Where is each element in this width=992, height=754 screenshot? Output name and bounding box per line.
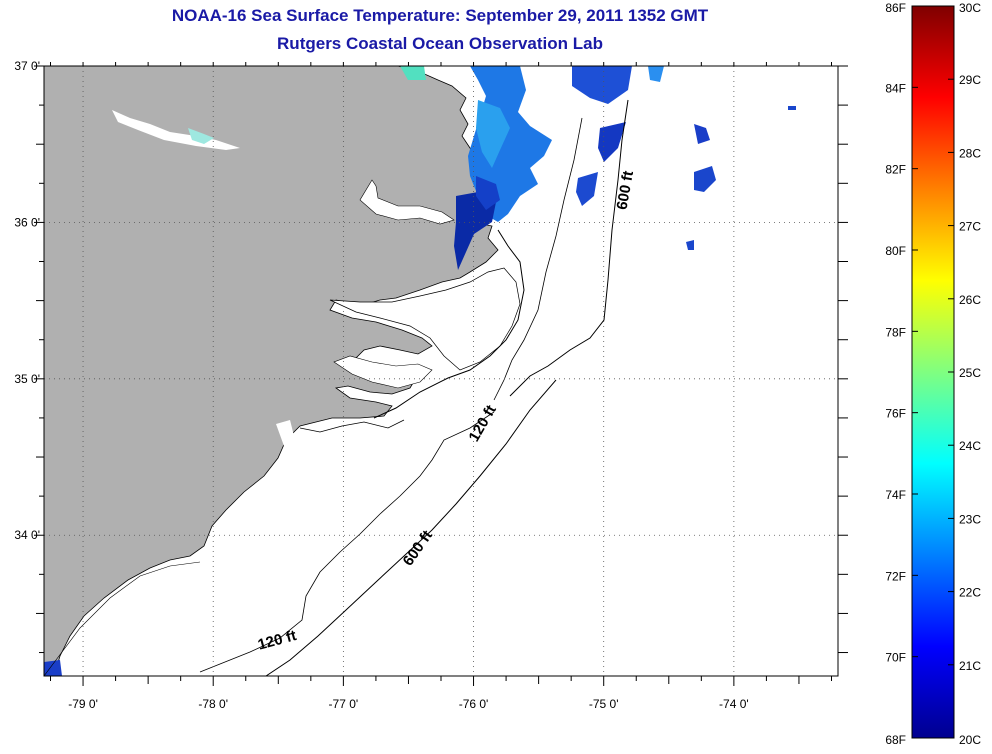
sst-patches [44, 66, 796, 676]
map-axes: -79 0' -78 0' -77 0' -76 0' -75 0' -74 0' 37 0… [14, 59, 848, 711]
colorbar-fahrenheit-label: 70F [885, 651, 906, 665]
lon-tick-label: -74 0' [719, 697, 749, 711]
contour-120ft-south [199, 411, 495, 673]
contour-600ft-north [509, 99, 629, 397]
colorbar-celsius-label: 29C [959, 73, 981, 87]
colorbar-celsius-label: 30C [959, 1, 981, 15]
colorbar-fahrenheit-label: 86F [885, 1, 906, 15]
map-title: NOAA-16 Sea Surface Temperature: Septemb… [171, 6, 709, 25]
colorbar-celsius-label: 21C [959, 659, 981, 673]
colorbar-celsius-label: 20C [959, 733, 981, 747]
contour-600ft-south [265, 379, 557, 676]
colorbar-fahrenheit-label: 84F [885, 81, 906, 95]
colorbar-celsius-label: 25C [959, 366, 981, 380]
colorbar-fahrenheit-label: 72F [885, 569, 906, 583]
lon-tick-label: -79 0' [68, 697, 98, 711]
colorbar-fahrenheit-label: 74F [885, 488, 906, 502]
lon-tick-label: -78 0' [198, 697, 228, 711]
colorbar-celsius-label: 22C [959, 586, 981, 600]
colorbar-celsius-label: 28C [959, 146, 981, 160]
contour-south-shelf [44, 561, 201, 676]
temperature-colorbar: 86F 84F 82F 80F 78F 76F 74F 72F 70F 68F 30C 29C 28C 2… [885, 1, 981, 747]
colorbar-fahrenheit-label: 78F [885, 325, 906, 339]
lon-tick-label: -75 0' [589, 697, 619, 711]
contour-120ft-north [493, 117, 583, 401]
coastline-south [299, 419, 405, 433]
colorbar-celsius-label: 27C [959, 220, 981, 234]
colorbar-celsius-label: 24C [959, 439, 981, 453]
colorbar-fahrenheit-label: 68F [885, 733, 906, 747]
neuse-river [333, 355, 433, 389]
lat-tick-label: 35 0' [14, 372, 40, 386]
colorbar-gradient [911, 5, 955, 739]
lat-tick-label: 37 0' [14, 59, 40, 73]
lat-tick-label: 34 0' [14, 528, 40, 542]
graticule [44, 66, 838, 676]
pamlico-sound [329, 267, 521, 371]
colorbar-fahrenheit-label: 82F [885, 163, 906, 177]
map-subtitle: Rutgers Coastal Ocean Observation Lab [277, 34, 603, 53]
contour-depth-label: 600 ft [614, 170, 638, 212]
lon-tick-label: -76 0' [459, 697, 489, 711]
barrier-island [373, 229, 525, 419]
colorbar-celsius-label: 26C [959, 293, 981, 307]
colorbar-fahrenheit-label: 76F [885, 407, 906, 421]
colorbar-celsius-label: 23C [959, 512, 981, 526]
colorbar-fahrenheit-label: 80F [885, 244, 906, 258]
lat-tick-label: 36 0' [14, 215, 40, 229]
lon-tick-label: -77 0' [329, 697, 359, 711]
coastal-inlet [276, 420, 294, 446]
albemarle-sound [359, 179, 455, 225]
